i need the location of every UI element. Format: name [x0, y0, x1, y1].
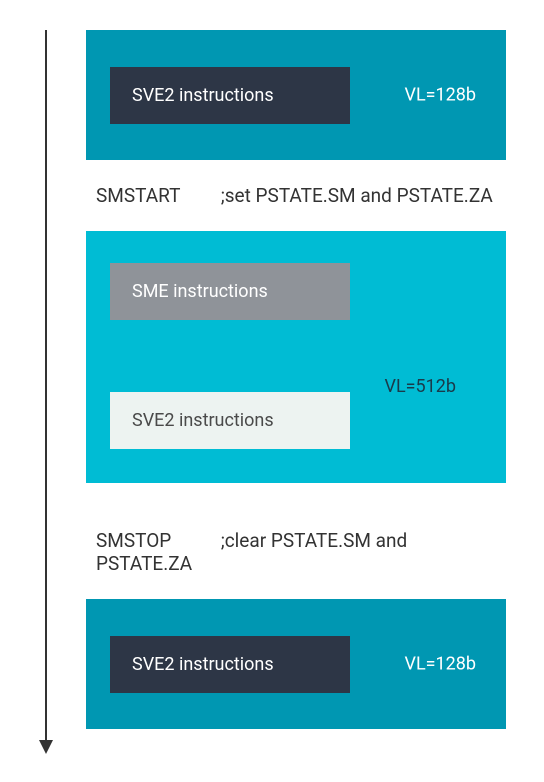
vl-text: VL=512b [385, 376, 457, 397]
smstop-row: SMSTOP ;clear PSTATE.SM and PSTATE.ZA [96, 529, 506, 575]
timeline-arrow-line [45, 30, 47, 742]
inner-label: SME instructions [132, 281, 268, 302]
vl-label-mid: VL=512b [385, 376, 457, 397]
vl-label-bottom: VL=128b [405, 654, 477, 675]
inner-sve2-mid: SVE2 instructions [110, 392, 350, 449]
smstart-cmd: SMSTART [96, 184, 216, 207]
inner-label: SVE2 instructions [132, 410, 274, 431]
smstop-cmd: SMSTOP [96, 529, 216, 552]
block-streaming: SME instructions VL=512b SVE2 instructio… [86, 231, 506, 483]
inner-sve2-bottom: SVE2 instructions [110, 636, 350, 693]
diagram-content: SVE2 instructions VL=128b SMSTART ;set P… [86, 30, 506, 729]
vl-text: VL=128b [405, 654, 477, 675]
smstart-row: SMSTART ;set PSTATE.SM and PSTATE.ZA [96, 184, 506, 207]
smstart-comment: ;set PSTATE.SM and PSTATE.ZA [221, 184, 493, 207]
inner-label: SVE2 instructions [132, 85, 274, 106]
vl-label-top: VL=128b [405, 85, 477, 106]
block-sve2-top: SVE2 instructions VL=128b [86, 30, 506, 160]
inner-label: SVE2 instructions [132, 654, 274, 675]
vl-text: VL=128b [405, 85, 477, 106]
block-sve2-bottom: SVE2 instructions VL=128b [86, 599, 506, 729]
inner-sme: SME instructions [110, 263, 350, 320]
inner-sve2-top: SVE2 instructions [110, 67, 350, 124]
timeline-arrow-head-icon [39, 740, 53, 754]
